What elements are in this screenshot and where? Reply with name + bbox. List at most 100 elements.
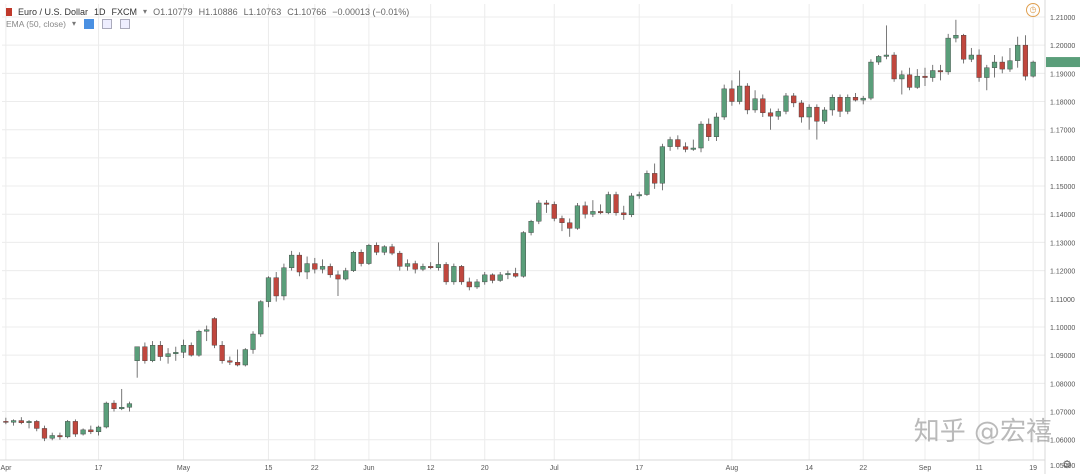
- candle-body: [389, 246, 395, 254]
- candle-body: [211, 318, 218, 346]
- candle-body: [474, 281, 480, 288]
- candle-body: [312, 263, 318, 270]
- candle-body: [868, 61, 874, 99]
- x-tick-label: 15: [265, 465, 273, 472]
- candle-body: [814, 106, 820, 122]
- y-tick-label: 1.21000: [1050, 15, 1075, 22]
- candle-body: [744, 85, 750, 111]
- candle-body: [119, 407, 125, 409]
- indicator-chevron-icon[interactable]: ▾: [72, 19, 77, 28]
- candle-body: [234, 362, 241, 366]
- gear-icon[interactable]: ⚙: [1062, 459, 1072, 471]
- y-tick-label: 1.20000: [1050, 43, 1075, 50]
- watermark: 知乎 @宏禧: [913, 417, 1052, 447]
- candle-body: [891, 54, 897, 80]
- x-tick-label: 20: [481, 465, 489, 472]
- y-tick-label: 1.14000: [1050, 212, 1075, 219]
- candle-body: [95, 426, 102, 433]
- candle-body: [497, 274, 503, 281]
- candle-body: [690, 147, 696, 150]
- candle-body: [242, 349, 248, 366]
- candle-body: [196, 331, 202, 356]
- candle-body: [837, 97, 843, 112]
- candle-body: [605, 194, 611, 214]
- y-tick-label: 1.19000: [1050, 71, 1075, 78]
- interval-label[interactable]: 1D: [94, 7, 106, 17]
- candle-body: [111, 402, 117, 409]
- y-tick-label: 1.18000: [1050, 100, 1075, 107]
- last-price-marker: [1046, 57, 1080, 68]
- source-label[interactable]: FXCM: [111, 7, 138, 17]
- candle-body: [922, 75, 928, 78]
- candle-body: [906, 74, 913, 88]
- candle-body: [150, 345, 156, 361]
- candle-body: [675, 139, 681, 147]
- candle-body: [103, 402, 109, 428]
- settings-small-icon[interactable]: [102, 19, 113, 29]
- x-tick-label: 22: [859, 465, 867, 472]
- candle-body: [72, 421, 78, 435]
- symbol-name[interactable]: Euro / U.S. Dollar: [18, 7, 89, 17]
- close-value: C1.10766: [287, 7, 327, 17]
- x-tick-label: Apr: [1, 465, 13, 472]
- open-value: O1.10779: [153, 7, 193, 17]
- candle-body: [574, 205, 581, 229]
- x-tick-label: 22: [311, 465, 319, 472]
- candle-body: [682, 146, 689, 150]
- candle-body: [698, 123, 704, 149]
- candle-body: [760, 98, 766, 113]
- x-tick-label: 19: [1029, 465, 1037, 472]
- candle-body: [358, 252, 364, 264]
- y-tick-label: 1.05000: [1050, 463, 1075, 470]
- candle-body: [1022, 44, 1029, 77]
- candle-body: [899, 74, 905, 80]
- candle-body: [265, 277, 272, 302]
- candle-body: [706, 123, 712, 137]
- x-tick-label: Jul: [550, 465, 559, 472]
- indicator-label[interactable]: EMA (50, close): [6, 19, 66, 29]
- candle-body: [18, 420, 24, 423]
- candle-body: [752, 98, 758, 111]
- y-tick-label: 1.15000: [1050, 184, 1075, 191]
- candle-body: [335, 274, 341, 280]
- high-value: H1.10886: [198, 7, 238, 17]
- candle-body: [528, 221, 534, 233]
- candle-body: [860, 97, 866, 101]
- candle-body: [713, 116, 720, 137]
- candle-body: [567, 222, 573, 229]
- remove-indicator-icon[interactable]: [120, 19, 131, 29]
- candle-body: [775, 111, 781, 117]
- candle-body: [296, 254, 302, 273]
- candle-body: [791, 95, 797, 104]
- candle-body: [374, 245, 380, 253]
- candle-body: [88, 429, 94, 433]
- candle-body: [829, 97, 835, 111]
- candle-body: [767, 112, 774, 117]
- candle-body: [26, 421, 32, 423]
- candle-body: [343, 270, 349, 280]
- candle-body: [644, 173, 650, 195]
- candle-body: [443, 264, 449, 283]
- candle-body: [134, 346, 140, 361]
- candle-body: [1015, 44, 1021, 61]
- candle-body: [659, 146, 665, 184]
- candle-body: [165, 353, 171, 357]
- candle-body: [821, 109, 828, 122]
- candle-body: [227, 360, 233, 363]
- candle-body: [319, 266, 326, 270]
- candle-body: [876, 56, 882, 63]
- candle-body: [397, 252, 403, 267]
- candle-body: [34, 421, 40, 429]
- candle-body: [991, 61, 998, 68]
- chevron-down-icon[interactable]: ▾: [143, 7, 148, 16]
- alert-icon[interactable]: ◷: [1026, 3, 1040, 17]
- candle-body: [65, 421, 71, 438]
- candle-body: [930, 70, 936, 78]
- candle-body: [737, 85, 743, 102]
- y-tick-label: 1.08000: [1050, 381, 1075, 388]
- visibility-icon[interactable]: [84, 19, 95, 29]
- candle-body: [543, 202, 550, 205]
- candle-body: [652, 173, 658, 184]
- candle-body: [613, 194, 619, 214]
